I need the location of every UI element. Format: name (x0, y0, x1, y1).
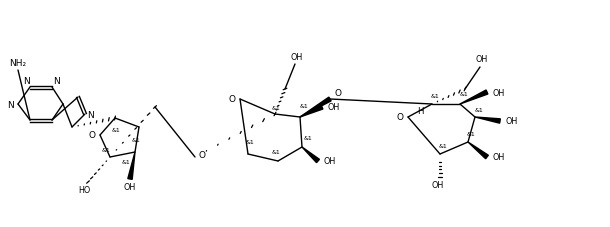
Text: &1: &1 (102, 147, 110, 152)
Text: &1: &1 (132, 137, 140, 142)
Text: N: N (88, 110, 95, 119)
Text: &1: &1 (271, 105, 281, 110)
Text: O: O (88, 131, 96, 140)
Text: O: O (334, 89, 342, 98)
Text: HO: HO (78, 186, 90, 195)
Polygon shape (475, 118, 500, 124)
Polygon shape (300, 106, 323, 118)
Polygon shape (128, 152, 135, 180)
Text: OH: OH (328, 103, 340, 112)
Text: &1: &1 (431, 93, 439, 98)
Text: &1: &1 (300, 104, 309, 109)
Text: H: H (417, 107, 423, 116)
Text: N: N (24, 76, 30, 85)
Text: &1: &1 (439, 143, 447, 148)
Text: &1: &1 (271, 150, 281, 155)
Polygon shape (302, 147, 320, 163)
Polygon shape (468, 142, 489, 159)
Polygon shape (460, 91, 488, 105)
Text: &1: &1 (467, 131, 475, 136)
Text: OH: OH (124, 183, 136, 192)
Text: OH: OH (324, 157, 336, 166)
Text: NH₂: NH₂ (9, 59, 27, 68)
Text: OH: OH (493, 153, 505, 162)
Text: N: N (54, 76, 60, 85)
Text: &1: &1 (246, 140, 254, 145)
Text: OH: OH (493, 88, 505, 97)
Text: OH: OH (506, 117, 518, 126)
Text: &1: &1 (112, 127, 120, 132)
Text: &1: &1 (304, 135, 312, 140)
Text: O: O (396, 113, 403, 122)
Text: OH: OH (476, 55, 488, 64)
Text: OH: OH (291, 52, 303, 61)
Polygon shape (300, 98, 331, 118)
Text: N: N (7, 100, 13, 109)
Text: &1: &1 (459, 92, 468, 97)
Text: &1: &1 (121, 159, 131, 164)
Text: O: O (229, 95, 235, 104)
Text: &1: &1 (475, 107, 483, 112)
Text: O: O (198, 151, 206, 160)
Text: OH: OH (432, 181, 444, 190)
